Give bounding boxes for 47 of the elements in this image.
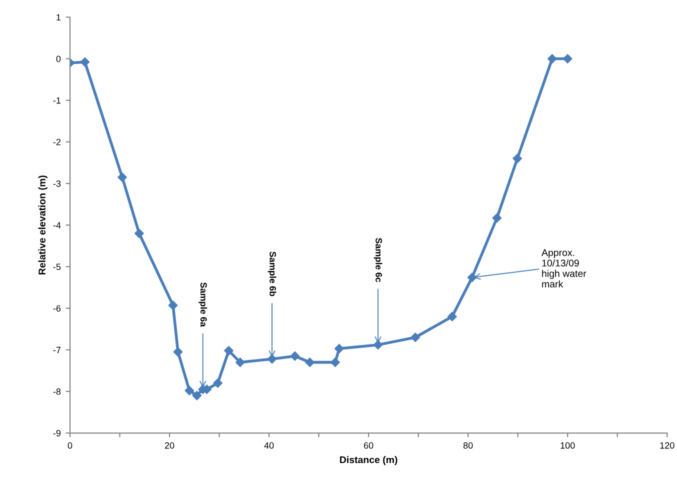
y-tick-label: -2 (53, 138, 61, 146)
point (236, 358, 245, 367)
point (512, 154, 522, 164)
point (224, 346, 234, 356)
point (168, 300, 178, 310)
point (562, 54, 572, 64)
y-tick-label: -1 (53, 97, 61, 104)
point (118, 172, 127, 182)
point (330, 358, 340, 367)
point (213, 378, 222, 388)
point (548, 54, 557, 64)
point (492, 213, 502, 223)
point (134, 228, 144, 238)
point (80, 57, 90, 67)
point (173, 347, 183, 357)
y-tick-label: 1 (56, 14, 61, 20)
point (290, 351, 300, 361)
y-tick-label: 0 (56, 56, 61, 62)
annotation: Sample 6a (198, 282, 208, 327)
x-tick-label: 20 (164, 442, 174, 449)
x-tick-label: 80 (463, 442, 473, 449)
point (192, 390, 202, 400)
point (184, 386, 194, 396)
y-tick-label: -6 (53, 305, 61, 312)
point (373, 340, 383, 350)
y-tick-label: -9 (53, 430, 61, 436)
x-tick-label: 100 (560, 442, 575, 449)
point (267, 354, 277, 364)
y-tick-label: -8 (53, 388, 61, 395)
y-tick-label: -4 (53, 222, 61, 228)
annotation: Sample 6c (374, 238, 382, 282)
x-axis-title: Distance (m) (340, 456, 398, 466)
y-tick-label: -5 (53, 264, 61, 270)
annotation: Approx. 10/13/09 high water mark (542, 249, 586, 288)
point (410, 332, 420, 342)
point (467, 272, 477, 282)
point (448, 312, 457, 322)
x-tick-label: 0 (68, 442, 72, 449)
y-tick-label: -7 (53, 346, 61, 354)
x-tick-label: 40 (264, 442, 274, 449)
y-tick-label: -3 (53, 180, 61, 187)
point (334, 344, 344, 354)
point (305, 358, 314, 367)
x-tick-label: 120 (660, 442, 674, 449)
x-tick-label: 60 (364, 442, 374, 449)
y-axis-title: Relative elevation (m) (38, 176, 48, 274)
annotation: Sample 6b (268, 252, 276, 296)
